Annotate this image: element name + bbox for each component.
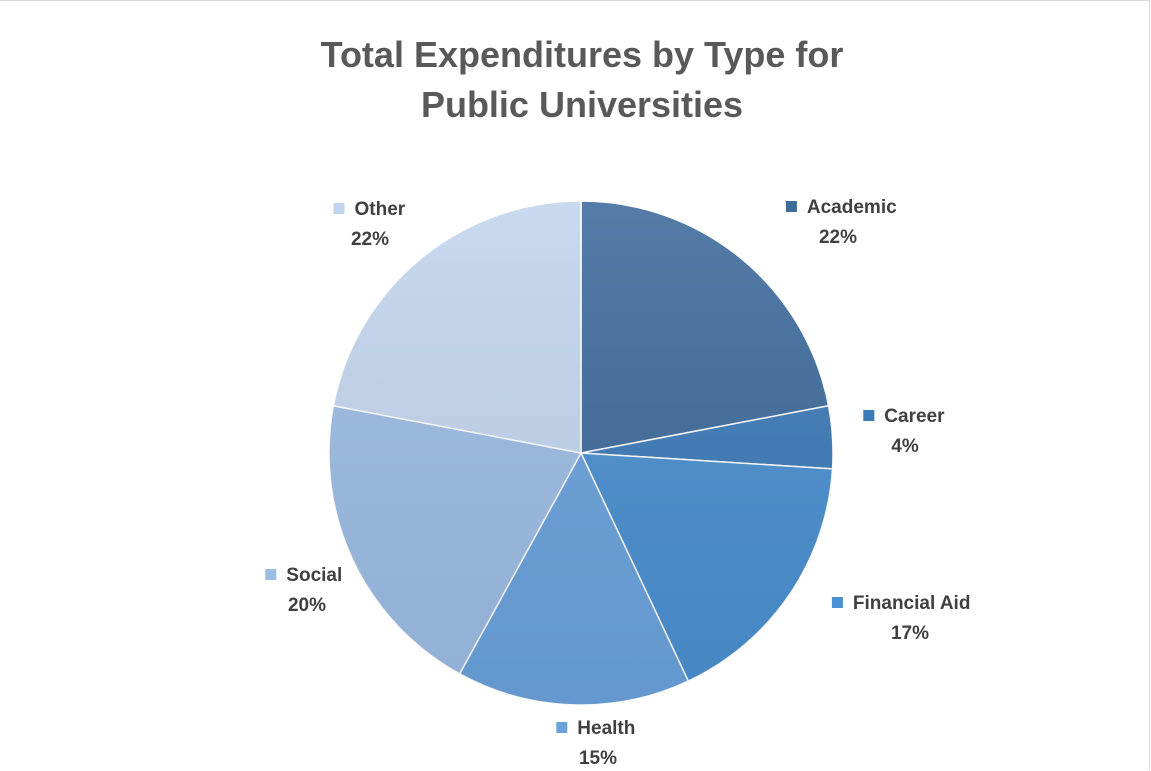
chart-title-line-2: Public Universities xyxy=(421,84,743,125)
data-label-academic: Academic 22% xyxy=(785,197,897,248)
data-label-career: Career 4% xyxy=(863,406,945,457)
data-label-name-social: Social xyxy=(286,565,342,586)
data-label-name-financial-aid: Financial Aid xyxy=(853,593,971,614)
data-label-value-social: 20% xyxy=(288,595,326,616)
data-labels: Academic 22% Career 4% Financial Aid 17% Healt… xyxy=(265,197,970,769)
data-label-other: Other 22% xyxy=(333,199,406,250)
legend-swatch-social xyxy=(265,569,277,580)
data-label-name-academic: Academic xyxy=(807,197,897,218)
data-label-financial-aid: Financial Aid 17% xyxy=(831,593,971,644)
data-label-value-academic: 22% xyxy=(819,227,857,248)
legend-swatch-financial-aid xyxy=(831,597,843,608)
data-label-value-career: 4% xyxy=(891,436,919,457)
pie-slices xyxy=(328,200,834,706)
data-label-name-other: Other xyxy=(355,199,406,220)
data-label-name-health: Health xyxy=(577,718,635,739)
data-label-social: Social 20% xyxy=(265,565,342,616)
data-label-health: Health 15% xyxy=(556,718,635,769)
chart-title-line-1: Total Expenditures by Type for xyxy=(321,34,844,75)
legend-swatch-career xyxy=(863,410,875,421)
legend-swatch-academic xyxy=(785,201,797,212)
data-label-value-financial-aid: 17% xyxy=(891,623,929,644)
data-label-value-health: 15% xyxy=(579,748,617,769)
data-label-value-other: 22% xyxy=(351,229,389,250)
data-label-name-career: Career xyxy=(884,406,945,427)
legend-swatch-health xyxy=(556,722,568,733)
legend-swatch-other xyxy=(333,203,345,214)
